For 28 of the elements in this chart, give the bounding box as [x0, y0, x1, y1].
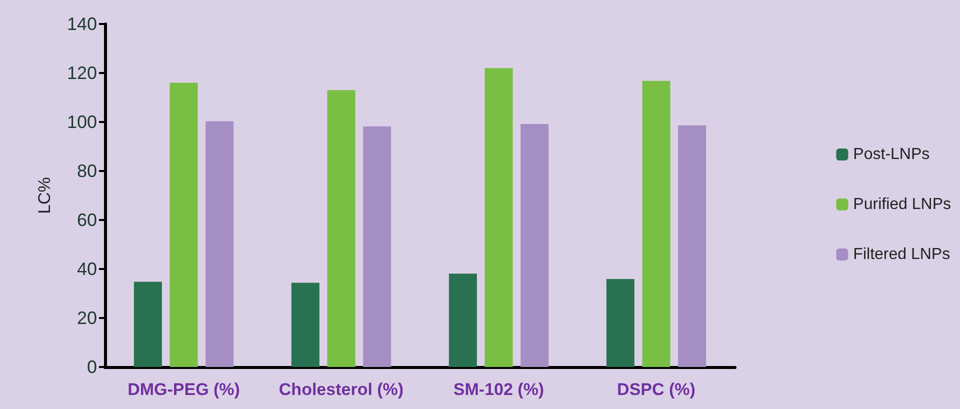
- bar: [327, 90, 356, 367]
- y-axis-title: LC%: [35, 177, 54, 214]
- y-tick-label: 0: [86, 357, 97, 377]
- y-tick-label: 120: [66, 63, 97, 83]
- y-tick-label: 100: [66, 112, 97, 132]
- bar: [206, 121, 234, 367]
- y-tick-label: 80: [76, 161, 97, 181]
- bar: [484, 68, 513, 367]
- bar: [448, 274, 477, 367]
- x-tick-label: SM-102 (%): [453, 380, 544, 399]
- bar: [520, 124, 549, 367]
- x-tick-label: DMG-PEG (%): [128, 380, 240, 399]
- y-tick-label: 40: [76, 259, 97, 279]
- legend-label: Filtered LNPs: [853, 246, 950, 263]
- legend-label: Post-LNPs: [853, 146, 930, 163]
- x-tick-label: Cholesterol (%): [278, 380, 404, 399]
- bar: [642, 80, 670, 367]
- bar: [170, 82, 198, 367]
- bar: [678, 125, 706, 367]
- y-tick-label: 140: [66, 14, 97, 34]
- y-tick-label: 60: [76, 210, 97, 230]
- x-tick-label: DSPC (%): [617, 380, 696, 399]
- bar: [291, 282, 320, 367]
- bar: [606, 279, 634, 367]
- y-tick-label: 20: [76, 308, 97, 328]
- legend-label: Purified LNPs: [853, 196, 952, 213]
- bar: [134, 282, 162, 367]
- bar: [363, 126, 392, 367]
